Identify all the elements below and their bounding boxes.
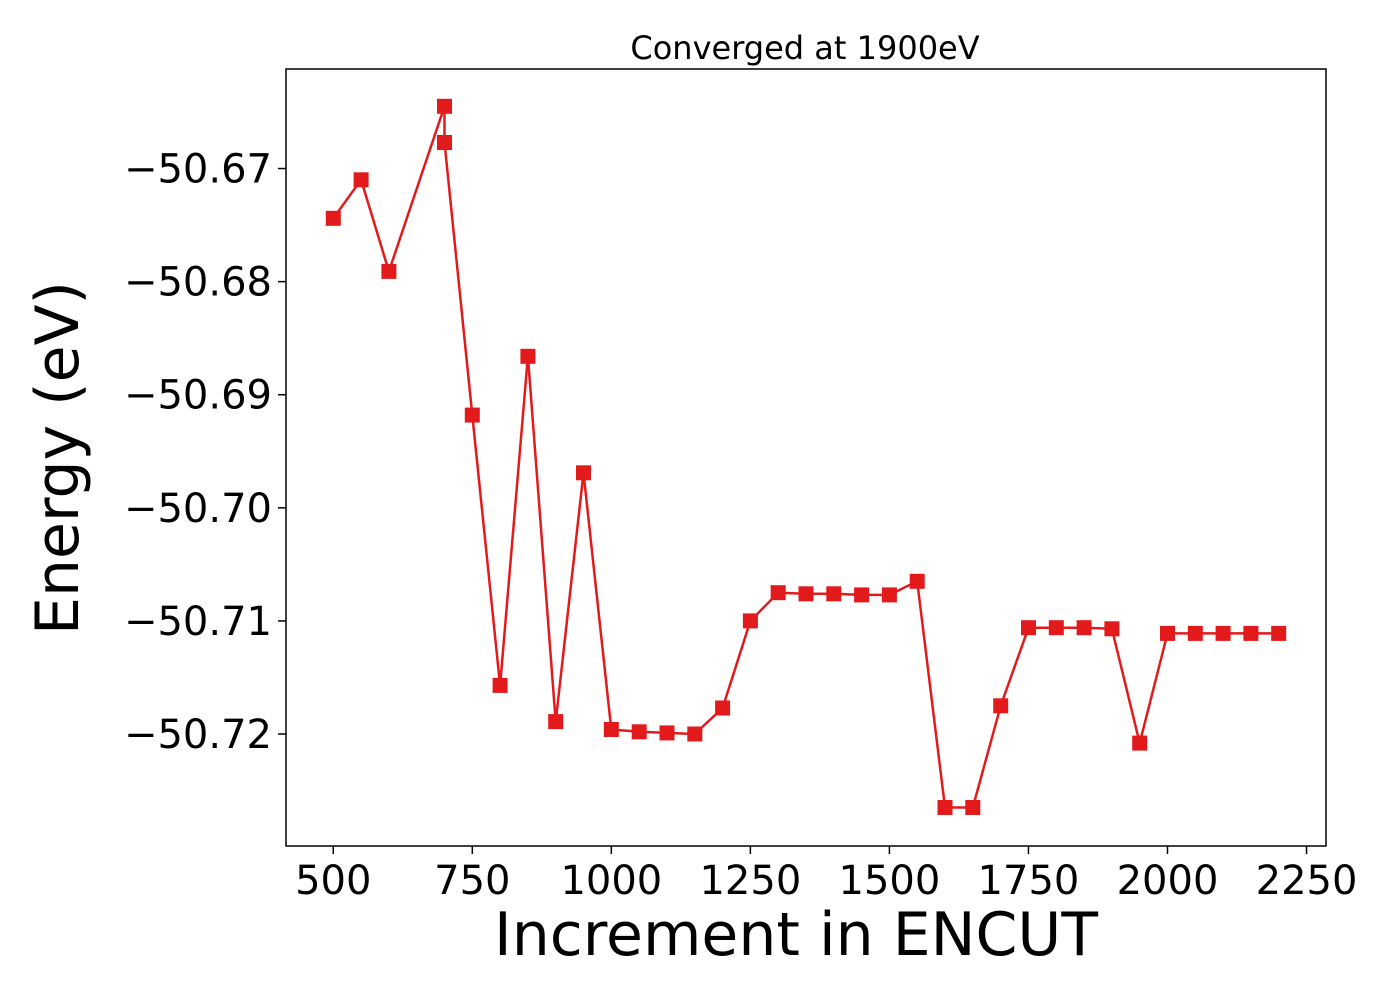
- series-layer: [325, 98, 1287, 815]
- data-point: [576, 465, 591, 481]
- data-point: [520, 348, 536, 364]
- data-point: [715, 700, 731, 716]
- data-point: [492, 677, 508, 693]
- plot-area: 500 750 1000 1250 1500 1750 2000 2250 −50.67−50…: [124, 68, 1357, 904]
- x-tick-label: 2250: [1256, 858, 1358, 904]
- data-point: [464, 407, 480, 423]
- data-point: [965, 800, 981, 815]
- plot-frame: [285, 68, 1327, 847]
- data-point: [881, 587, 897, 603]
- data-point: [826, 586, 842, 602]
- data-point: [1187, 625, 1203, 641]
- data-point: [1076, 620, 1092, 636]
- data-point: [1048, 620, 1064, 636]
- data-point: [1243, 625, 1259, 641]
- y-tick-label: −50.70: [124, 486, 272, 532]
- y-tick-label: −50.71: [124, 599, 272, 645]
- data-point: [1021, 620, 1036, 636]
- data-point: [909, 573, 925, 589]
- data-point: [993, 698, 1009, 714]
- data-point: [1160, 625, 1175, 641]
- data-point: [1215, 625, 1231, 641]
- y-tick-label: −50.72: [124, 712, 272, 758]
- data-point: [659, 725, 675, 741]
- data-point: [1104, 621, 1120, 637]
- data-point: [381, 263, 397, 279]
- x-axis-label: Increment in ENCUT: [494, 900, 1098, 970]
- data-point: [742, 613, 758, 629]
- y-axis: −50.67 −50.68 −50.69 −50.70 −50.71 −50.72: [124, 147, 286, 758]
- x-tick-label: 1500: [839, 858, 941, 904]
- data-point: [937, 800, 953, 815]
- x-tick-label: 750: [434, 858, 510, 904]
- y-tick-label: −50.67: [124, 147, 272, 193]
- y-axis-label: Energy (eV): [23, 281, 93, 635]
- data-point: [1271, 625, 1287, 641]
- data-point: [325, 210, 341, 226]
- data-point: [631, 724, 647, 740]
- data-point: [770, 585, 786, 601]
- x-tick-label: 500: [295, 858, 371, 904]
- data-point: [1132, 735, 1148, 751]
- x-tick-label: 1250: [699, 858, 801, 904]
- x-tick-label: 1000: [560, 858, 662, 904]
- x-tick-label: 1750: [978, 858, 1080, 904]
- data-point: [437, 98, 452, 114]
- data-point: [687, 726, 703, 742]
- data-point: [437, 135, 452, 150]
- x-tick-label: 2000: [1117, 858, 1219, 904]
- y-tick-label: −50.68: [124, 260, 272, 306]
- chart-title: Converged at 1900eV: [630, 29, 979, 67]
- data-point: [854, 587, 870, 603]
- data-point: [548, 714, 564, 730]
- x-axis: 500 750 1000 1250 1500 1750 2000 2250: [295, 846, 1357, 904]
- data-point: [353, 172, 369, 188]
- data-point: [798, 586, 814, 602]
- y-tick-label: −50.69: [124, 373, 272, 419]
- data-point: [603, 722, 619, 737]
